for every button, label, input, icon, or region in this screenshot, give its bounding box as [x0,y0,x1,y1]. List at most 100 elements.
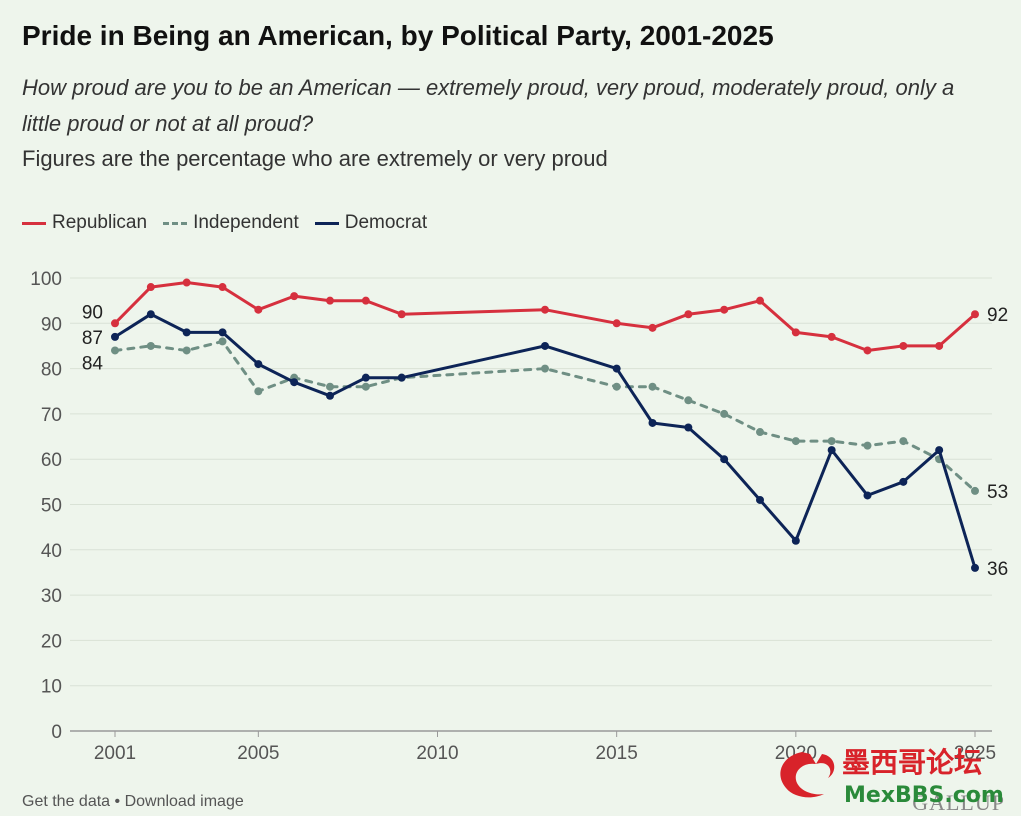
data-point-democrat [971,563,979,572]
data-point-republican [541,305,549,314]
data-point-democrat [720,455,729,464]
data-point-republican [326,296,334,305]
data-point-democrat [218,328,227,337]
data-point-democrat [684,423,693,432]
chart-title: Pride in Being an American, by Political… [22,20,774,51]
legend-label-democrat: Democrat [344,212,428,233]
y-tick-label: 10 [41,677,62,698]
data-point-republican [361,296,370,305]
data-point-republican [971,310,979,319]
dragon-icon [780,752,824,798]
y-tick-label: 60 [41,450,62,471]
data-point-republican [827,332,836,341]
data-point-republican [720,305,729,314]
legend-swatch-independent [163,221,188,225]
y-tick-label: 70 [41,405,62,426]
y-tick-label: 90 [41,314,62,335]
end-label-republican: 92 [987,305,1008,326]
data-point-democrat [863,491,872,500]
data-point-independent [254,387,263,396]
watermark-logo: 墨西哥论坛 MexBBS.com [780,746,1004,808]
data-point-democrat [612,364,621,373]
get-data-link[interactable]: Get the data [22,793,111,810]
data-point-democrat [111,332,119,341]
data-point-democrat [290,378,299,387]
data-point-democrat [756,495,764,504]
x-tick-label: 2001 [94,743,136,764]
survey-question: How proud are you to be an American — ex… [22,75,955,136]
end-label-democrat: 36 [987,559,1008,580]
y-tick-label: 80 [41,360,62,381]
data-point-republican [397,310,406,319]
data-point-republican [648,323,657,332]
gallup-logo: GALLUP [912,790,1005,815]
legend-item-democrat: Democrat [314,212,428,234]
data-point-independent [111,346,119,355]
data-point-democrat [182,328,191,337]
data-point-independent [146,341,155,350]
data-point-democrat [791,536,800,545]
data-point-republican [935,341,944,350]
data-point-republican [146,283,155,292]
legend-swatch-democrat [314,221,339,225]
data-point-independent [326,382,334,391]
start-label-republican: 90 [82,302,103,323]
data-point-independent [863,441,872,450]
y-tick-label: 30 [41,586,62,607]
data-point-democrat [648,418,657,427]
y-tick-label: 0 [51,722,62,743]
x-tick-label: 2005 [237,743,279,764]
data-point-independent [756,428,764,437]
end-label-independent: 53 [987,482,1008,503]
watermark-en: MexBBS.com [844,783,1004,808]
data-point-republican [218,283,227,292]
x-tick-label: 2010 [416,743,458,764]
data-point-republican [111,319,119,328]
footer-links: Get the data • Download image [22,793,244,811]
data-point-democrat [146,310,155,319]
data-point-democrat [935,446,944,455]
data-point-democrat [899,477,908,486]
x-tick-label: 2015 [596,743,638,764]
chart-legend: Republican Independent Democrat [22,210,443,236]
data-point-independent [182,346,191,355]
data-point-independent [720,409,729,418]
download-image-link[interactable]: Download image [124,793,244,810]
data-point-independent [361,382,370,391]
data-point-republican [182,278,191,287]
series-line-democrat [113,312,977,570]
data-point-independent [612,382,621,391]
data-point-republican [899,341,908,350]
data-point-democrat [254,360,263,369]
series-line-republican [113,281,977,352]
chart-note: Figures are the percentage who are extre… [22,146,608,171]
watermark-cn: 墨西哥论坛 [842,746,982,779]
legend-item-republican: Republican [22,212,147,234]
data-point-democrat [361,373,370,382]
data-point-democrat [326,391,334,400]
line-chart: 0 10 20 30 40 50 60 70 80 90 100 2001 2005 2010 2015 20… [30,269,1008,764]
data-point-independent [827,437,836,446]
footer-separator: • [110,793,125,810]
legend-label-republican: Republican [52,212,148,233]
data-point-independent [899,437,908,446]
data-point-independent [971,486,979,495]
data-point-democrat [541,341,549,350]
data-point-republican [254,305,263,314]
data-point-democrat [397,373,406,382]
data-point-independent [648,382,657,391]
data-point-independent [541,364,549,373]
y-tick-label: 50 [41,496,62,517]
data-point-republican [791,328,800,337]
data-point-independent [684,396,693,405]
x-tick-label: 2025 [954,743,996,764]
y-tick-label: 100 [30,269,62,290]
start-label-independent: 84 [82,353,104,374]
y-tick-label: 40 [41,541,62,562]
data-point-republican [290,292,299,301]
data-point-republican [863,346,872,355]
data-point-independent [791,437,800,446]
data-point-republican [684,310,693,319]
data-point-independent [218,337,227,346]
legend-swatch-republican [22,221,46,225]
